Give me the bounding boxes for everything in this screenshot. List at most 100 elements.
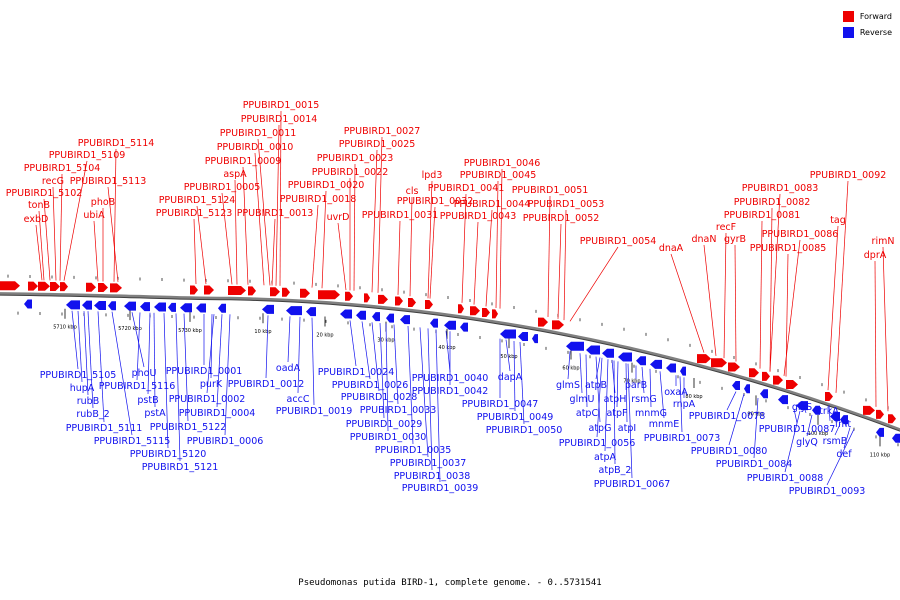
reverse-label-leader xyxy=(71,310,79,370)
legend: Forward Reverse xyxy=(842,9,892,41)
reverse-gene-label: PPUBIRD1_0030 xyxy=(350,432,427,443)
forward-gene-label: PPUBIRD1_0041 xyxy=(428,183,505,194)
forward-gene-label: dnaA xyxy=(659,243,684,254)
reverse-gene-arrow xyxy=(650,359,662,369)
reverse-gene-arrow xyxy=(372,312,380,322)
forward-gene-arrow xyxy=(470,306,480,316)
forward-gene-arrow xyxy=(270,287,280,297)
forward-gene-label: PPUBIRD1_0031 xyxy=(362,210,439,221)
scale-tick-label: 5710 kbp xyxy=(53,325,77,331)
forward-gene-label: PPUBIRD1_5114 xyxy=(78,138,155,149)
forward-gene-arrow xyxy=(364,293,370,303)
reverse-gene-label: fmt xyxy=(835,419,852,430)
reverse-label-leader xyxy=(419,327,429,458)
reverse-label-leader xyxy=(505,339,511,372)
reverse-label-leader xyxy=(627,363,633,479)
forward-label-leader xyxy=(499,168,503,309)
forward-gene-arrow xyxy=(190,285,198,295)
forward-gene-label: PPUBIRD1_0043 xyxy=(440,211,517,222)
reverse-gene-label: PPUBIRD1_5116 xyxy=(99,381,176,392)
forward-gene-label: dprA xyxy=(864,250,887,261)
reverse-gene-label: glyS xyxy=(792,402,812,413)
forward-gene-arrow xyxy=(728,362,740,372)
reverse-gene-arrow xyxy=(666,363,676,373)
forward-gene-label: PPUBIRD1_0005 xyxy=(184,182,261,193)
scale-tick-label: 70 kbp xyxy=(623,379,640,385)
forward-label-leader xyxy=(703,244,717,356)
reverse-gene-label: atpC xyxy=(576,408,599,419)
reverse-gene-label: phoU xyxy=(132,368,157,379)
reverse-gene-arrow xyxy=(778,395,788,405)
forward-label-leader xyxy=(43,198,51,281)
reverse-label-leader xyxy=(519,341,525,425)
forward-label-leader xyxy=(257,138,271,286)
forward-gene-arrow xyxy=(86,282,96,292)
reverse-label-leader xyxy=(611,360,616,394)
forward-label-leader xyxy=(371,149,378,293)
genome-backbone-shadow xyxy=(0,294,900,432)
reverse-label-leader xyxy=(216,314,223,408)
reverse-gene-label: PPUBIRD1_0033 xyxy=(360,405,437,416)
forward-gene-label: PPUBIRD1_5123 xyxy=(156,208,233,219)
forward-label-leader xyxy=(495,180,499,309)
forward-label-leader xyxy=(783,239,801,376)
scale-tick-label: 40 kbp xyxy=(438,345,455,351)
forward-gene-arrow xyxy=(110,283,122,293)
forward-label-leader xyxy=(409,196,413,297)
reverse-label-leader xyxy=(136,312,141,381)
reverse-gene-arrow xyxy=(180,303,192,313)
reverse-gene-label: PPUBIRD1_0002 xyxy=(169,394,246,405)
reverse-gene-arrow xyxy=(154,302,166,312)
reverse-gene-arrow xyxy=(812,405,820,415)
forward-gene-label: tonB xyxy=(28,200,50,211)
reverse-gene-label: mnmG xyxy=(635,408,667,419)
reverse-label-leader xyxy=(826,428,855,486)
reverse-gene-label: rsmB xyxy=(823,436,848,447)
reverse-label-leader xyxy=(111,311,133,436)
forward-gene-arrow xyxy=(60,282,68,292)
reverse-label-leader xyxy=(349,320,357,367)
reverse-gene-label: PPUBIRD1_5120 xyxy=(130,449,207,460)
reverse-label-leader xyxy=(131,312,145,368)
reverse-label-leader xyxy=(224,314,231,436)
forward-gene-arrow xyxy=(0,281,20,291)
forward-gene-arrow xyxy=(248,286,256,296)
forward-gene-label: gyrB xyxy=(724,234,746,245)
reverse-label-leader xyxy=(371,322,380,392)
forward-gene-label: recG xyxy=(42,176,64,187)
forward-gene-label: PPUBIRD1_0046 xyxy=(464,158,541,169)
reverse-label-leader xyxy=(625,363,628,423)
reverse-label-leader xyxy=(163,313,169,449)
reverse-label-leader xyxy=(265,315,269,379)
forward-gene-label: PPUBIRD1_0086 xyxy=(762,229,839,240)
forward-label-leader xyxy=(93,220,99,282)
reverse-label-leader xyxy=(297,316,301,394)
reverse-gene-label: PPUBIRD1_0050 xyxy=(486,425,563,436)
reverse-label-leader xyxy=(828,404,831,421)
reverse-gene-arrow xyxy=(400,315,410,325)
forward-gene-label: PPUBIRD1_0051 xyxy=(512,185,589,196)
reverse-gene-arrow xyxy=(732,381,740,391)
forward-gene-arrow xyxy=(38,281,50,291)
forward-label-leader xyxy=(242,166,249,285)
reverse-label-leader xyxy=(445,330,451,373)
reverse-gene-label: PPUBIRD1_0039 xyxy=(402,483,479,494)
forward-gene-label: PPUBIRD1_5124 xyxy=(159,195,236,206)
forward-label-leader xyxy=(113,148,117,282)
reverse-label-leader xyxy=(641,366,645,394)
forward-gene-label: PPUBIRD1_5102 xyxy=(6,188,83,199)
reverse-gene-label: PPUBIRD1_0037 xyxy=(390,458,467,469)
forward-gene-arrow xyxy=(408,297,416,307)
forward-label-leader xyxy=(569,246,619,322)
forward-label-leader xyxy=(353,163,356,291)
reverse-gene-arrow xyxy=(876,427,884,437)
forward-label-leader xyxy=(311,204,319,288)
reverse-label-leader xyxy=(83,311,89,396)
forward-label-leader xyxy=(670,253,705,353)
reverse-gene-label: parB xyxy=(625,380,647,391)
forward-gene-arrow xyxy=(697,354,711,364)
reverse-gene-label: glmU xyxy=(570,394,595,405)
forward-label-leader xyxy=(254,152,265,286)
reverse-label-leader xyxy=(361,321,371,380)
